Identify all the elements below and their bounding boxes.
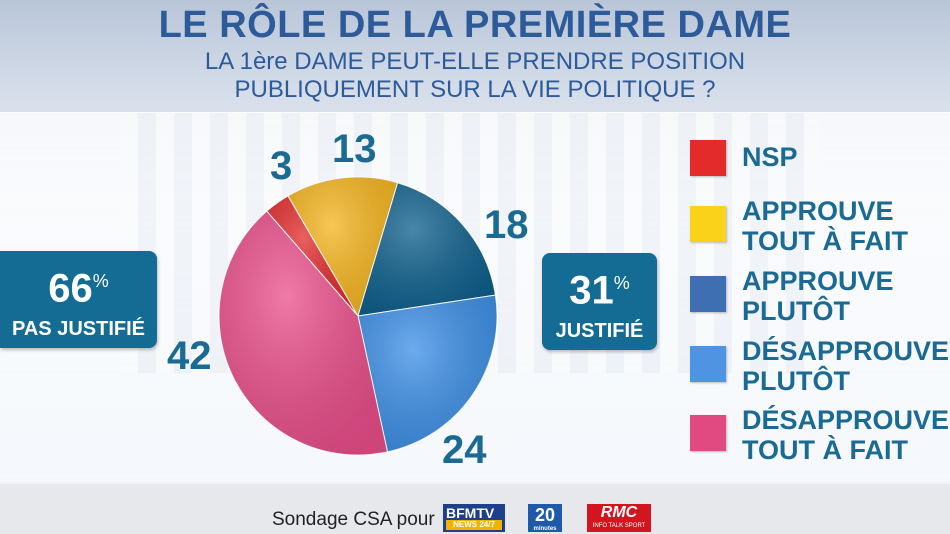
- subtitle-line-1: LA 1ère DAME PEUT-ELLE PRENDRE POSITION: [204, 48, 746, 75]
- pie-slice-shading-approuve-plutot: [358, 182, 496, 316]
- legend-swatch-approuve-plutot: [690, 276, 726, 312]
- pie-slice-shading-approuve-tout-a-fait: [287, 177, 398, 316]
- pas-justifie-value: 66%: [48, 266, 109, 311]
- legend-label-desapprouve-plutot: DÉSAPPROUVE PLUTÔT: [742, 336, 950, 396]
- slice-value-label-approuve-tout-a-fait: 13: [332, 127, 377, 171]
- rmc-logo: RMC INFO TALK SPORT: [587, 504, 651, 532]
- slice-value-label-desapprouve-plutot: 24: [442, 428, 487, 472]
- pas-justifie-label: PAS JUSTIFIÉ: [12, 318, 145, 341]
- subtitle-line-2: PUBLIQUEMENT SUR LA VIE POLITIQUE ?: [234, 76, 716, 103]
- pie-slice-shading-desapprouve-tout-a-fait: [219, 211, 388, 455]
- slice-value-label-approuve-plutot: 18: [484, 203, 529, 247]
- footer-source-text: Sondage CSA pour: [272, 509, 435, 530]
- pie-slice-shading-desapprouve-plutot: [358, 295, 497, 452]
- legend-label-approuve-tout-a-fait: APPROUVE TOUT À FAIT: [742, 196, 908, 256]
- pie-slice-shading-nsp: [266, 195, 358, 316]
- legend-swatch-nsp: [690, 140, 726, 176]
- pas-justifie-box: 66% PAS JUSTIFIÉ: [0, 251, 157, 348]
- justifie-box: 31% JUSTIFIÉ: [542, 253, 657, 350]
- legend-label-approuve-plutot: APPROUVE PLUTÔT: [742, 266, 894, 326]
- legend-label-desapprouve-tout-a-fait: DÉSAPPROUVE TOUT À FAIT: [742, 405, 950, 465]
- justifie-value: 31%: [569, 268, 630, 313]
- 20-minutes-logo: 20 minutes: [528, 504, 562, 532]
- justifie-label: JUSTIFIÉ: [555, 320, 644, 343]
- bfmtv-logo: BFMTV NEWS 24/7: [443, 504, 505, 532]
- slice-value-label-nsp: 3: [270, 144, 293, 188]
- page-title: LE RÔLE DE LA PREMIÈRE DAME: [158, 4, 792, 46]
- legend-swatch-desapprouve-tout-a-fait: [690, 415, 726, 451]
- legend-label-nsp: NSP: [742, 142, 798, 172]
- legend-swatch-desapprouve-plutot: [690, 346, 726, 382]
- legend-swatch-approuve-tout-a-fait: [690, 206, 726, 242]
- slice-value-label-desapprouve-tout-a-fait: 42: [167, 334, 212, 378]
